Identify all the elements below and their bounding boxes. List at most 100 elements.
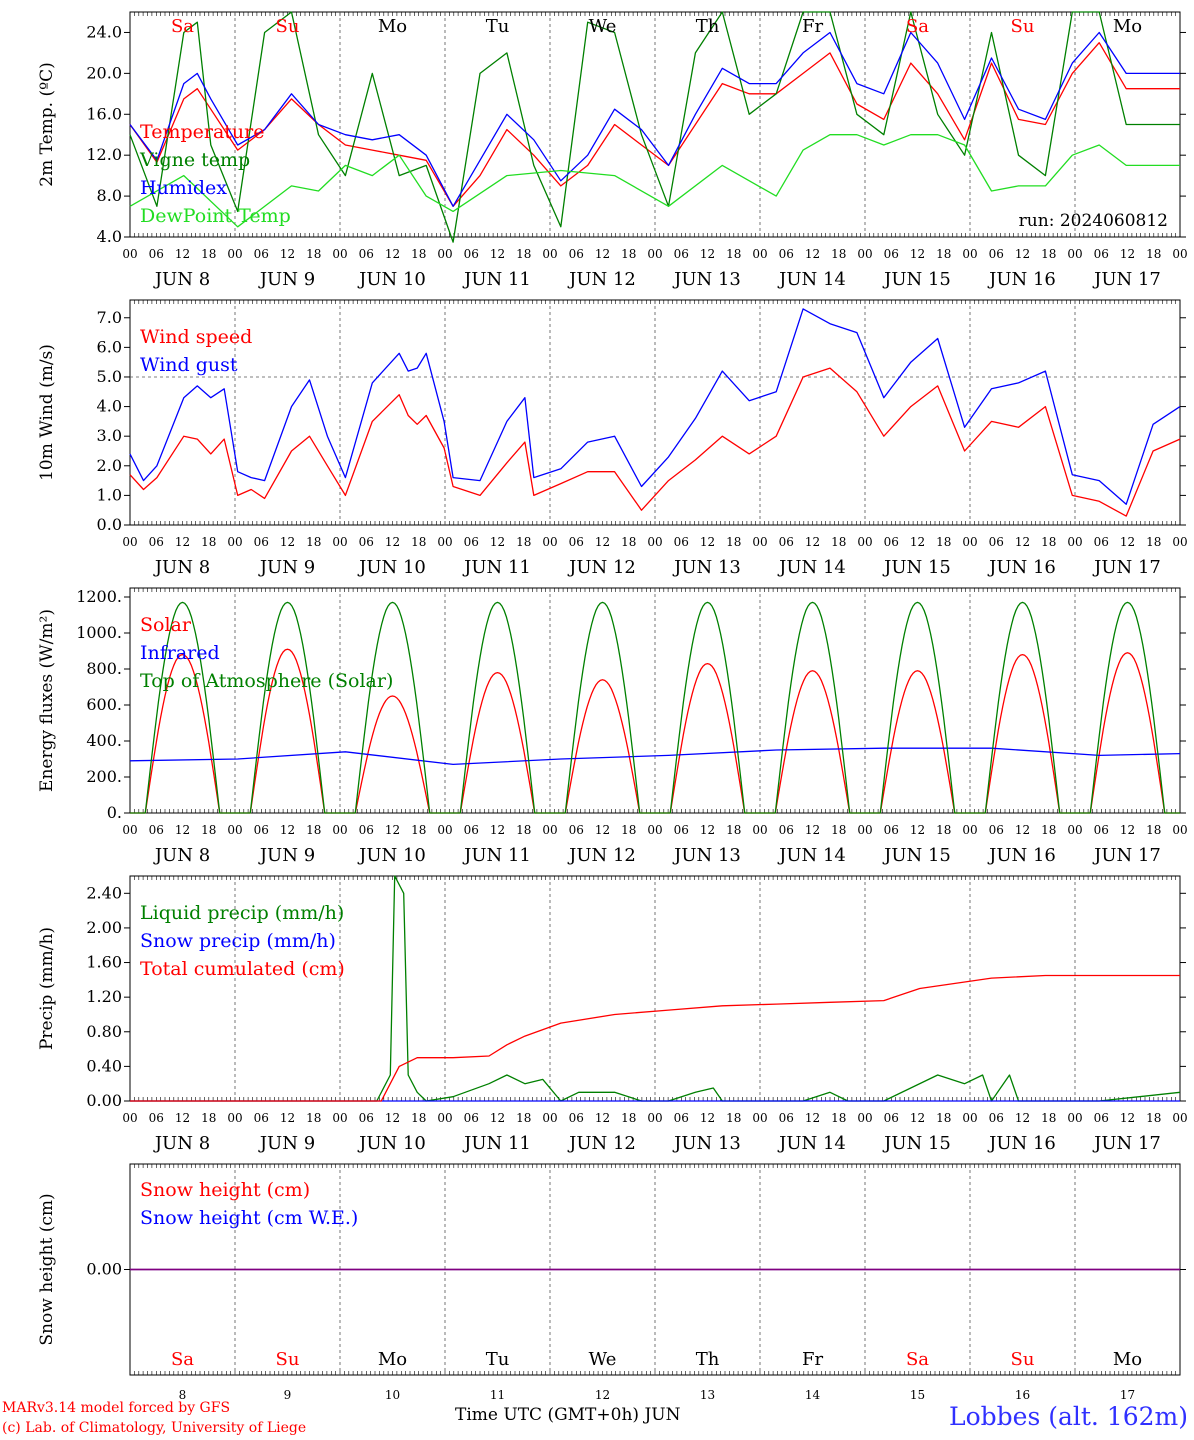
precip-hour-tick-label: 18 xyxy=(726,1111,741,1125)
weekday-label-top: We xyxy=(589,16,617,37)
temp-hour-tick-label: 18 xyxy=(1041,247,1056,261)
energy-ytick-label: 800. xyxy=(86,659,122,678)
energy-hour-tick-label: 12 xyxy=(1015,823,1030,837)
energy-ylabel: Energy fluxes (W/m²) xyxy=(37,609,57,792)
temp-hour-tick-label: 18 xyxy=(201,247,216,261)
energy-hour-tick-label: 00 xyxy=(752,823,767,837)
wind-hour-tick-label: 00 xyxy=(647,535,662,549)
wind-ylabel: 10m Wind (m/s) xyxy=(37,344,57,481)
energy-hour-tick-label: 06 xyxy=(254,823,269,837)
energy-series-top-of-atmosphere-solar- xyxy=(130,601,1180,814)
wind-ytick-label: 4.0 xyxy=(97,397,122,416)
temp-ylabel: 2m Temp. (ºC) xyxy=(37,62,57,187)
temp-series-vigne-temp xyxy=(129,11,1180,243)
wind-hour-tick-label: 12 xyxy=(385,535,400,549)
temp-day-label: JUN 16 xyxy=(987,269,1056,290)
snow-legend-entry: Snow height (cm W.E.) xyxy=(140,1207,358,1229)
temp-hour-tick-label: 12 xyxy=(700,247,715,261)
wind-hour-tick-label: 00 xyxy=(332,535,347,549)
energy-hour-tick-label: 00 xyxy=(542,823,557,837)
wind-hour-tick-label: 00 xyxy=(752,535,767,549)
precip-hour-tick-label: 06 xyxy=(569,1111,584,1125)
energy-hour-tick-label: 00 xyxy=(332,823,347,837)
precip-hour-tick-label: 00 xyxy=(122,1111,137,1125)
temp-day-label: JUN 8 xyxy=(153,269,210,290)
temp-hour-tick-label: 18 xyxy=(411,247,426,261)
temp-day-label: JUN 17 xyxy=(1092,269,1161,290)
precip-hour-tick-label: 06 xyxy=(779,1111,794,1125)
energy-hour-tick-label: 00 xyxy=(122,823,137,837)
energy-hour-tick-label: 06 xyxy=(674,823,689,837)
station-name: Lobbes (alt. 162m) xyxy=(948,1402,1188,1431)
wind-day-label: JUN 14 xyxy=(777,557,846,578)
temp-hour-tick-label: 12 xyxy=(1015,247,1030,261)
temp-ytick-label: 20.0 xyxy=(86,63,122,82)
energy-hour-tick-label: 18 xyxy=(306,823,321,837)
temp-hour-tick-label: 18 xyxy=(936,247,951,261)
precip-hour-tick-label: 06 xyxy=(989,1111,1004,1125)
precip-hour-tick-label: 12 xyxy=(595,1111,610,1125)
energy-hour-tick-label: 12 xyxy=(1120,823,1135,837)
wind-hour-tick-label: 18 xyxy=(831,535,846,549)
wind-hour-tick-label: 06 xyxy=(1094,535,1109,549)
energy-ytick-label: 200. xyxy=(86,767,122,786)
energy-hour-tick-label: 06 xyxy=(359,823,374,837)
wind-hour-tick-label: 18 xyxy=(1041,535,1056,549)
wind-hour-tick-label: 06 xyxy=(884,535,899,549)
precip-minor-ticks xyxy=(129,876,1181,1101)
energy-ytick-label: 600. xyxy=(86,695,122,714)
precip-hour-tick-label: 18 xyxy=(621,1111,636,1125)
run-label: run: 2024060812 xyxy=(1019,211,1168,231)
weekday-label-top: Su xyxy=(276,16,300,37)
wind-ytick-label: 0.0 xyxy=(97,515,122,534)
energy-hour-tick-label: 12 xyxy=(385,823,400,837)
precip-hour-tick-label: 06 xyxy=(884,1111,899,1125)
energy-hour-tick-label: 00 xyxy=(647,823,662,837)
energy-ytick-label: 1000. xyxy=(76,623,122,642)
wind-ytick-label: 7.0 xyxy=(97,308,122,327)
temp-hour-tick-label: 12 xyxy=(280,247,295,261)
precip-hour-tick-label: 00 xyxy=(647,1111,662,1125)
wind-legend-entry: Wind gust xyxy=(140,354,238,376)
temp-minor-ticks xyxy=(129,12,1181,237)
energy-hour-tick-label: 12 xyxy=(700,823,715,837)
precip-day-label: JUN 10 xyxy=(357,1133,426,1154)
day-number-bottom: 17 xyxy=(1120,1388,1135,1402)
energy-hour-tick-label: 06 xyxy=(149,823,164,837)
energy-series-infrared xyxy=(129,747,1181,766)
temp-day-label: JUN 14 xyxy=(777,269,846,290)
wind-hour-tick-label: 12 xyxy=(1120,535,1135,549)
temp-hour-tick-label: 18 xyxy=(831,247,846,261)
energy-hour-tick-label: 18 xyxy=(621,823,636,837)
temp-series-temperature xyxy=(129,42,1180,207)
precip-hour-tick-label: 00 xyxy=(1067,1111,1082,1125)
wind-day-label: JUN 10 xyxy=(357,557,426,578)
energy-hour-tick-label: 18 xyxy=(936,823,951,837)
wind-hour-tick-label: 06 xyxy=(464,535,479,549)
temp-hour-tick-label: 00 xyxy=(647,247,662,261)
energy-day-label: JUN 11 xyxy=(462,845,531,866)
energy-hour-tick-label: 18 xyxy=(831,823,846,837)
weekday-label-bottom: Su xyxy=(276,1349,300,1370)
precip-hour-tick-label: 06 xyxy=(674,1111,689,1125)
wind-hour-tick-label: 18 xyxy=(1146,535,1161,549)
precip-day-label: JUN 12 xyxy=(567,1133,636,1154)
energy-hour-tick-label: 00 xyxy=(857,823,872,837)
temp-hour-tick-label: 06 xyxy=(1094,247,1109,261)
wind-hour-tick-label: 06 xyxy=(359,535,374,549)
wind-hour-tick-label: 12 xyxy=(700,535,715,549)
wind-legend-entry: Wind speed xyxy=(140,326,252,348)
wind-ytick-label: 6.0 xyxy=(97,337,122,356)
wind-hour-tick-label: 06 xyxy=(674,535,689,549)
temp-hour-tick-label: 06 xyxy=(359,247,374,261)
temp-frame xyxy=(129,11,1181,238)
weekday-label-bottom: Mo xyxy=(1113,1349,1142,1370)
wind-hour-tick-label: 06 xyxy=(149,535,164,549)
energy-hour-tick-label: 00 xyxy=(962,823,977,837)
precip-hour-tick-label: 00 xyxy=(332,1111,347,1125)
precip-ytick-label: 1.60 xyxy=(86,953,122,972)
precip-hour-tick-label: 18 xyxy=(201,1111,216,1125)
temp-hour-tick-label: 00 xyxy=(437,247,452,261)
precip-hour-tick-label: 12 xyxy=(910,1111,925,1125)
temp-hour-tick-label: 06 xyxy=(674,247,689,261)
